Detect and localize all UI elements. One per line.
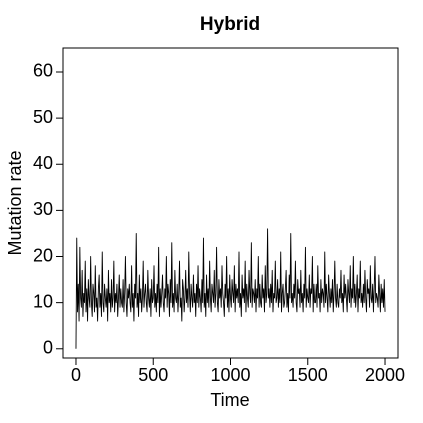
chart-title: Hybrid	[200, 14, 260, 35]
data-line	[75, 228, 386, 349]
x-tick-label: 1500	[288, 365, 328, 385]
x-tick-label: 2000	[365, 365, 405, 385]
y-axis-label: Mutation rate	[5, 150, 25, 255]
y-tick-label: 10	[33, 291, 53, 311]
y-tick-label: 40	[33, 153, 53, 173]
x-tick-label: 500	[138, 365, 168, 385]
y-tick-label: 60	[33, 61, 53, 81]
x-axis-label: Time	[210, 390, 249, 410]
y-tick-label: 20	[33, 245, 53, 265]
y-tick-label: 0	[43, 338, 53, 358]
y-tick-label: 50	[33, 107, 53, 127]
x-tick-label: 0	[71, 365, 81, 385]
x-tick-label: 1000	[210, 365, 250, 385]
y-tick-label: 30	[33, 199, 53, 219]
